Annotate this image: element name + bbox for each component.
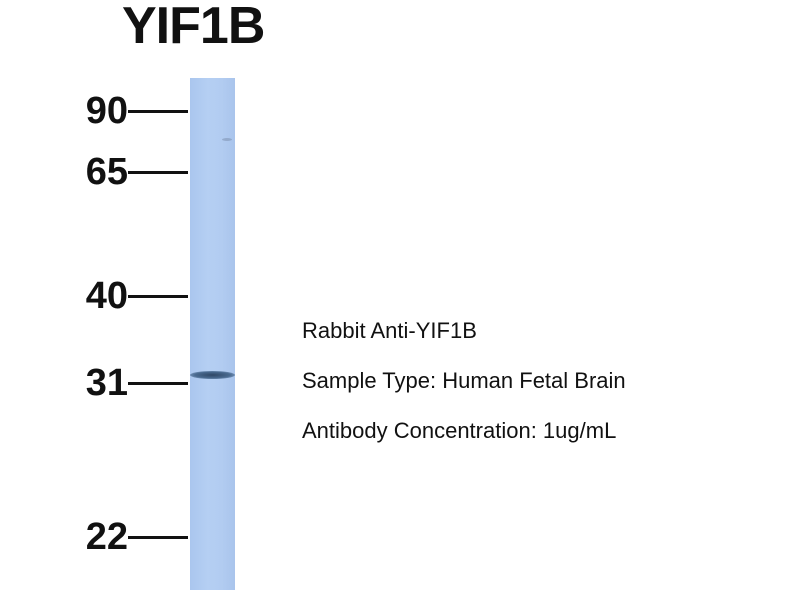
concentration-label: Antibody Concentration: 1ug/mL [302,418,617,443]
marker-label: 40 [85,275,128,317]
marker-90: 90 [60,91,190,131]
blot-title: YIF1B [122,0,265,55]
marker-label: 90 [85,90,128,132]
marker-label: 65 [85,151,128,193]
marker-65: 65 [60,152,190,192]
marker-tick [128,382,188,385]
marker-31: 31 [60,363,190,403]
antibody-label: Rabbit Anti-YIF1B [302,318,477,343]
marker-tick [128,110,188,113]
marker-22: 22 [60,517,190,557]
marker-tick [128,295,188,298]
faint-band [222,138,232,141]
sample-type-label: Sample Type: Human Fetal Brain [302,368,626,393]
marker-40: 40 [60,276,190,316]
marker-tick [128,536,188,539]
marker-label: 31 [85,362,128,404]
blot-lane [190,78,235,590]
marker-tick [128,171,188,174]
marker-label: 22 [85,516,128,558]
protein-band [190,371,235,379]
